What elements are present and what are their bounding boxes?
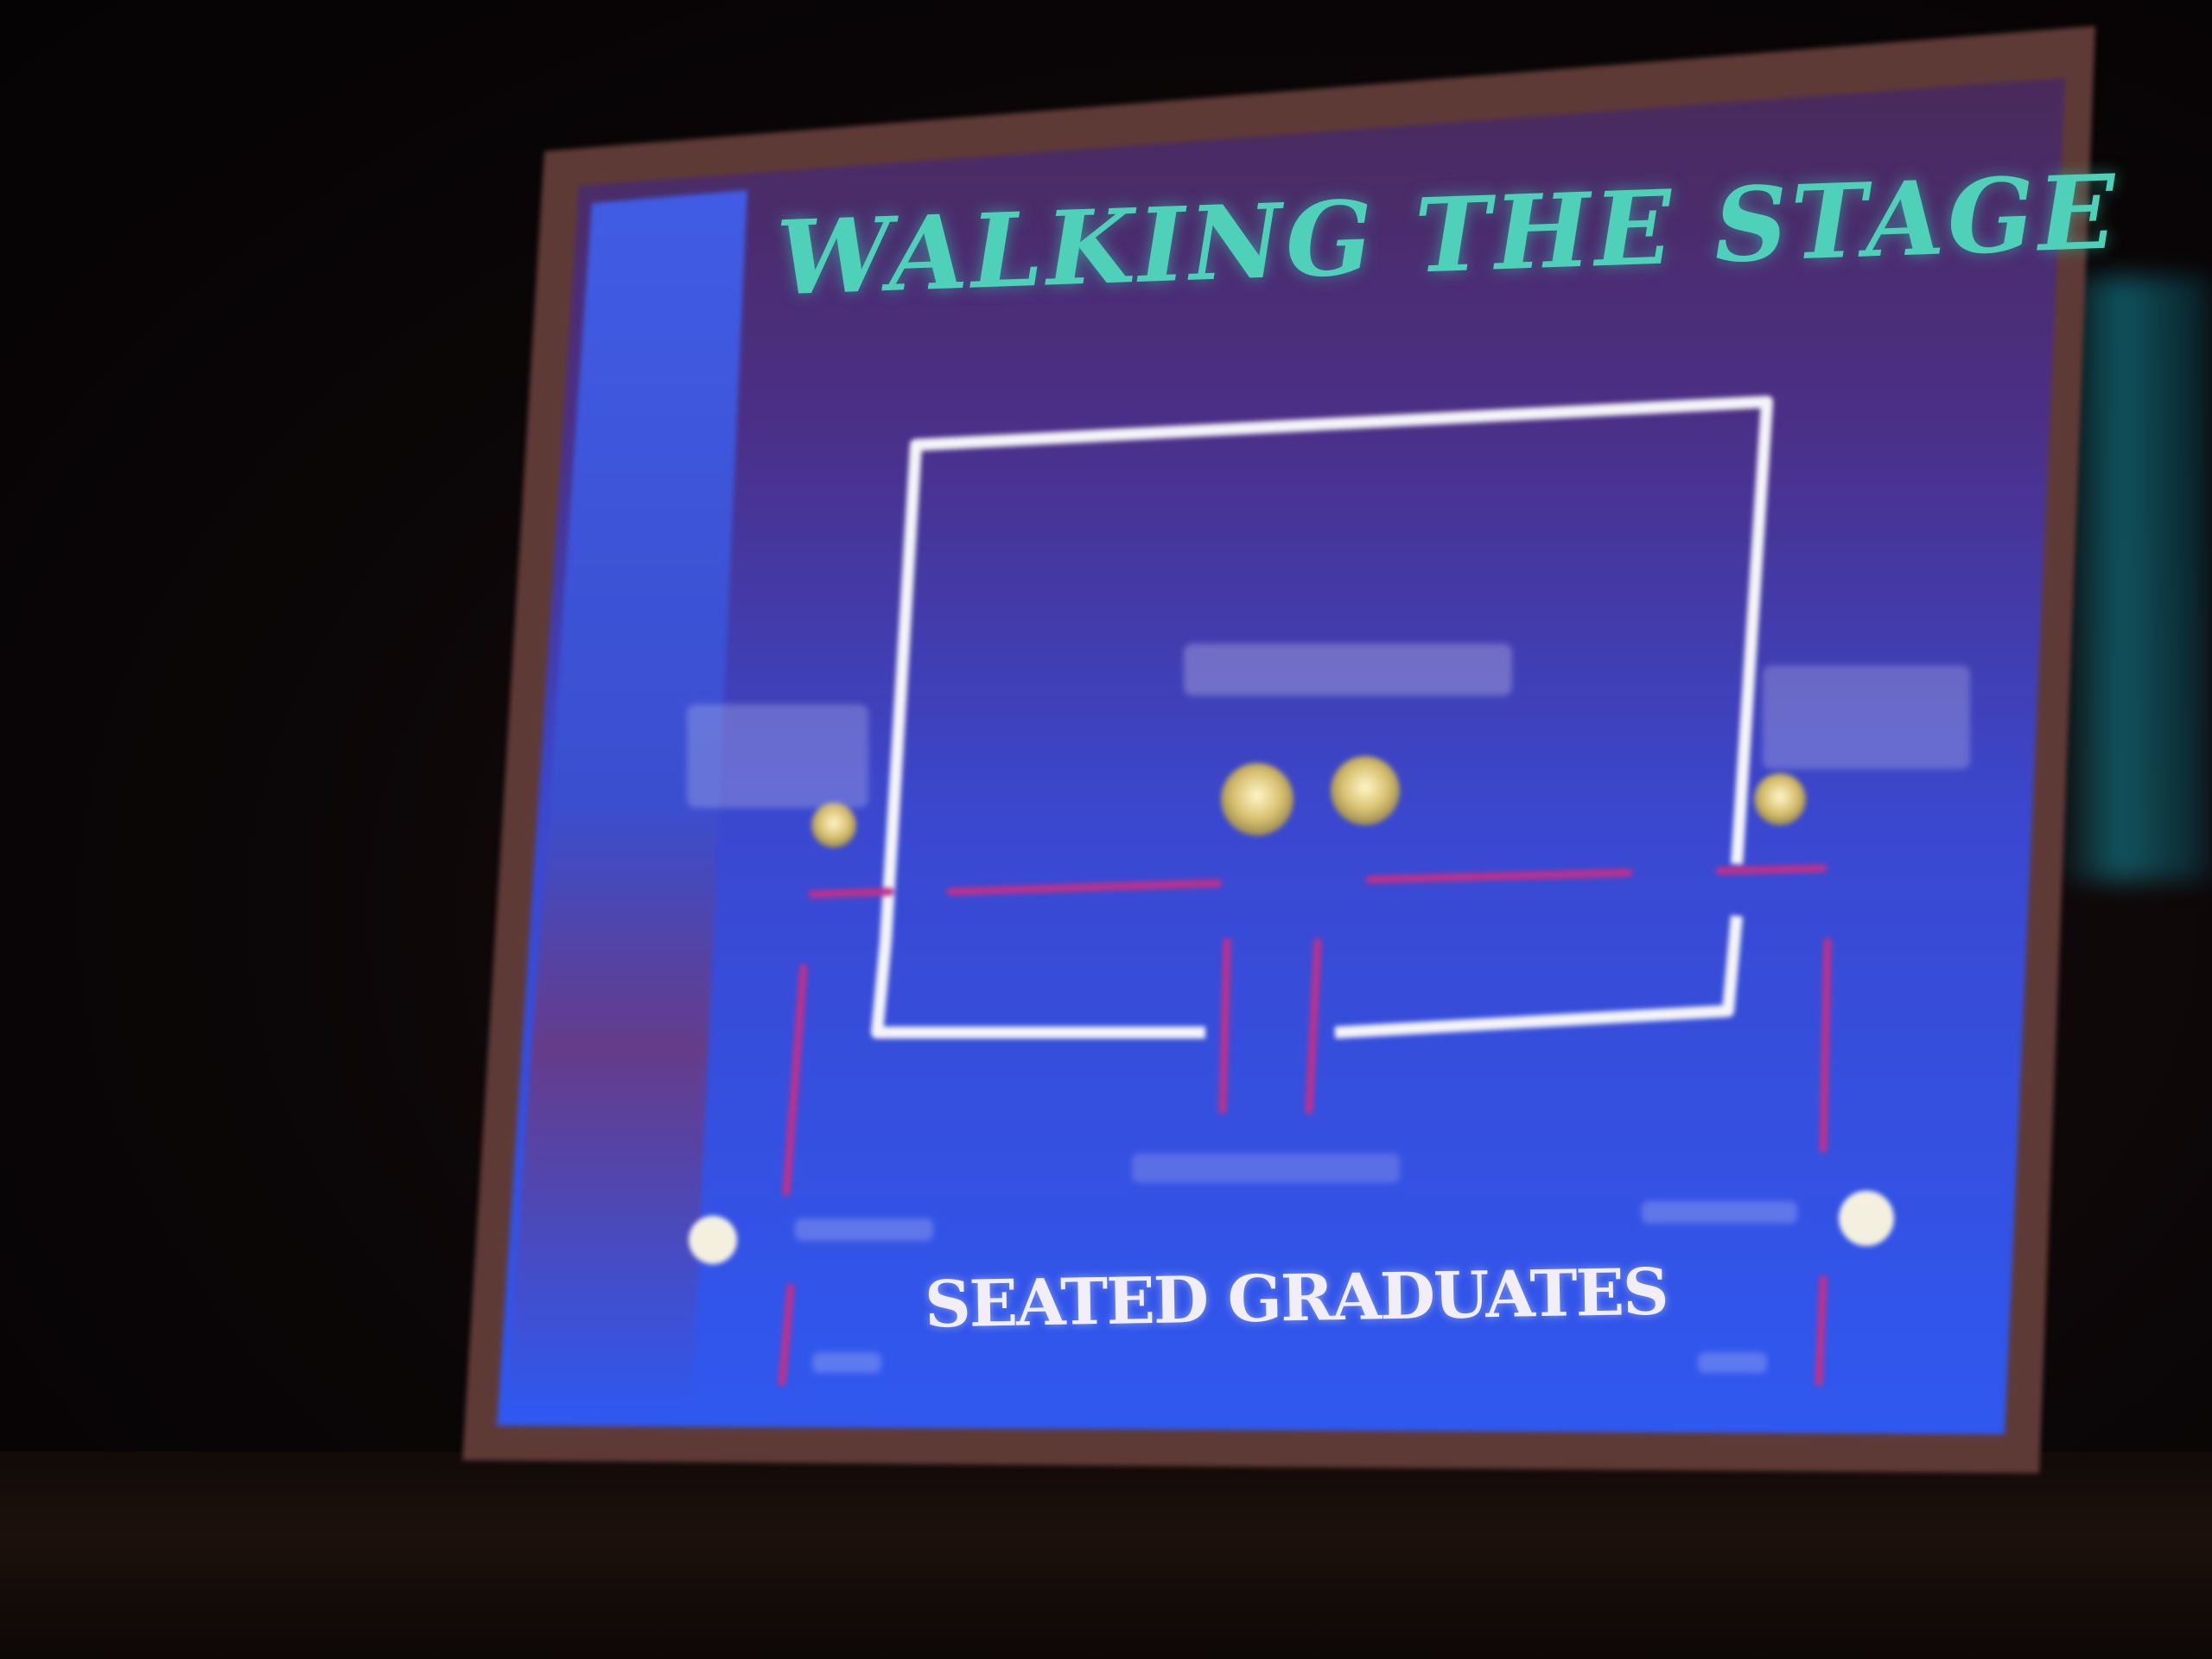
left-accent-bar [505, 190, 747, 1417]
person-marker-icon [1839, 1191, 1894, 1246]
person-marker-icon [811, 803, 856, 848]
person-marker-icon [1331, 756, 1400, 825]
person-markers [689, 756, 1894, 1264]
floor [0, 1452, 2212, 1659]
person-marker-icon [1221, 763, 1294, 836]
annotation-smudge [795, 1218, 933, 1241]
annotation-smudge [1642, 1201, 1797, 1224]
annotation-smudge [687, 704, 868, 808]
annotation-smudge [1184, 644, 1512, 696]
person-marker-icon [1754, 773, 1806, 825]
slide-background [497, 78, 2065, 1434]
wall-light-glow [2056, 276, 2212, 881]
seated-graduates-label: SEATED GRADUATES [924, 1255, 1669, 1343]
stage-outline [871, 396, 1773, 1039]
annotation-smudge [1698, 1352, 1767, 1373]
walking-paths [778, 864, 1832, 1387]
annotation-smudge [812, 1352, 881, 1373]
person-marker-icon [689, 1216, 737, 1264]
annotation-smudge [1132, 1154, 1400, 1183]
annotation-smudge [1763, 665, 1970, 769]
